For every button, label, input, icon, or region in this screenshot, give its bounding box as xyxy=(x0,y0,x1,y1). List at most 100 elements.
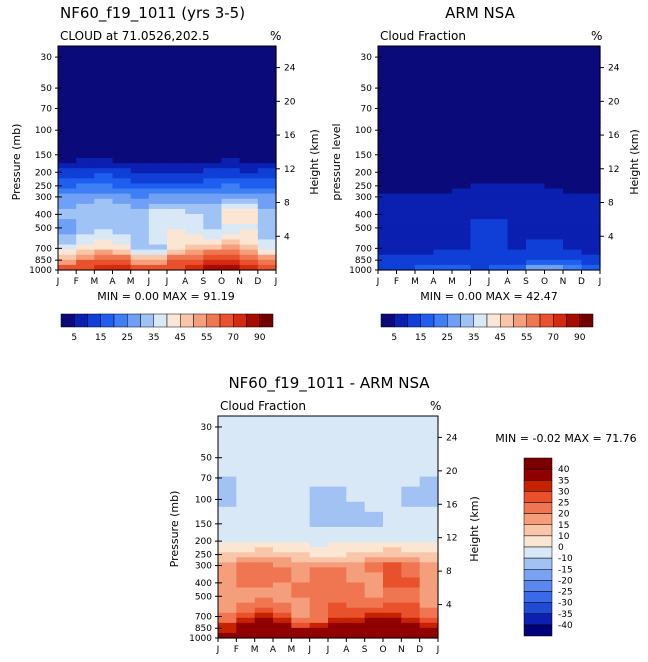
heatmap-cell xyxy=(291,617,311,624)
heatmap-cell xyxy=(185,173,204,179)
heatmap-cell xyxy=(378,152,398,159)
heatmap-cell xyxy=(273,436,292,442)
heatmap-cell xyxy=(236,627,256,634)
heatmap-cell xyxy=(563,168,583,174)
heatmap-cell xyxy=(218,496,237,503)
heatmap-cell xyxy=(112,168,132,174)
x-tick-label: M xyxy=(251,645,259,655)
heatmap-cell xyxy=(58,71,77,78)
heatmap-cell xyxy=(112,178,132,185)
heatmap-cell xyxy=(544,46,564,52)
heatmap-cell xyxy=(167,107,186,113)
heatmap-cell xyxy=(452,46,472,52)
heatmap-cell xyxy=(544,244,564,251)
heatmap-cell xyxy=(396,102,416,108)
heatmap-cell xyxy=(415,244,435,251)
heatmap-cell xyxy=(383,496,402,503)
heatmap-cell xyxy=(185,254,204,261)
heatmap-cell xyxy=(419,587,439,594)
heatmap-cell xyxy=(309,476,329,483)
y-tick-label: 150 xyxy=(355,151,372,161)
y-tick-label: 150 xyxy=(195,520,212,530)
heatmap-cell xyxy=(415,173,435,179)
heatmap-cell xyxy=(221,112,241,118)
heatmap-cell xyxy=(526,51,546,57)
heatmap-cell xyxy=(239,66,259,73)
heatmap-cell xyxy=(489,122,509,129)
heatmap-cell xyxy=(218,426,237,432)
heatmap-cell xyxy=(130,61,150,67)
heatmap-cell xyxy=(433,249,453,256)
heatmap-cell xyxy=(309,491,329,498)
heatmap-cell xyxy=(257,102,277,108)
heatmap-cell xyxy=(346,476,366,483)
heatmap-cell xyxy=(346,491,366,498)
heatmap-cell xyxy=(470,239,490,246)
heatmap-cell xyxy=(94,61,114,67)
heatmap-cell xyxy=(401,617,421,624)
heatmap-cell xyxy=(489,112,509,118)
heatmap-cell xyxy=(236,446,256,452)
heatmap-cell xyxy=(401,632,421,639)
heatmap-cell xyxy=(112,122,132,129)
heatmap-cell xyxy=(507,264,527,271)
heatmap-cell xyxy=(415,239,435,246)
heatmap-cell xyxy=(257,163,277,169)
heatmap-cell xyxy=(328,577,347,584)
heatmap-cell xyxy=(94,229,114,235)
heatmap-cell xyxy=(563,91,583,98)
heatmap-cell xyxy=(433,178,453,185)
heatmap-cell xyxy=(383,632,402,639)
heatmap-cell xyxy=(236,587,256,594)
heatmap-cell xyxy=(489,193,509,200)
heatmap-cell xyxy=(218,632,237,639)
heatmap-cell xyxy=(218,471,237,478)
heatmap-cell xyxy=(130,178,150,185)
heatmap-cell xyxy=(94,173,114,179)
heatmap-cell xyxy=(273,557,292,563)
heatmap-cell xyxy=(167,46,186,52)
heatmap-cell xyxy=(58,208,77,215)
heatmap-cell xyxy=(544,178,564,185)
heatmap-cell xyxy=(383,587,402,594)
heatmap-cell xyxy=(526,142,546,149)
heatmap-cell xyxy=(236,441,256,447)
heatmap-cell xyxy=(544,117,564,123)
heatmap-cell xyxy=(489,152,509,159)
heatmap-cell xyxy=(419,491,439,498)
heatmap-cell xyxy=(401,491,421,498)
heatmap-cell xyxy=(58,254,77,261)
heatmap-cell xyxy=(236,521,256,528)
heatmap-cell xyxy=(239,152,259,159)
heatmap-cell xyxy=(433,51,453,57)
heatmap-cell xyxy=(257,112,277,118)
colorbar-label: 90 xyxy=(574,333,586,343)
heatmap-cell xyxy=(452,91,472,98)
heatmap-cell xyxy=(257,158,277,164)
heatmap-cell xyxy=(185,96,204,103)
heatmap-cell xyxy=(130,147,150,154)
heatmap-cell xyxy=(452,234,472,241)
y-tick-label: 500 xyxy=(35,224,52,234)
heatmap-cell xyxy=(526,214,546,220)
heatmap-cell xyxy=(433,127,453,134)
heatmap-cell xyxy=(112,56,132,62)
y-right-tick-label: 12 xyxy=(284,165,295,175)
heatmap-cell xyxy=(346,466,366,473)
heatmap-cell xyxy=(148,66,168,73)
heatmap-cell xyxy=(433,56,453,62)
heatmap-cell xyxy=(563,102,583,108)
heatmap-cell xyxy=(257,132,277,139)
heatmap-cell xyxy=(419,537,439,543)
y-right-tick-label: 8 xyxy=(446,567,452,577)
heatmap-cell xyxy=(58,259,77,266)
x-tick-label: J xyxy=(307,645,311,655)
y-right-tick-label: 12 xyxy=(446,534,457,544)
heatmap-cell xyxy=(58,214,77,220)
heatmap-cell xyxy=(257,219,277,225)
heatmap-cell xyxy=(254,532,274,538)
heatmap-cell xyxy=(203,96,223,103)
heatmap-cell xyxy=(167,254,186,261)
heatmap-cell xyxy=(148,142,168,149)
heatmap-cell xyxy=(401,542,421,548)
